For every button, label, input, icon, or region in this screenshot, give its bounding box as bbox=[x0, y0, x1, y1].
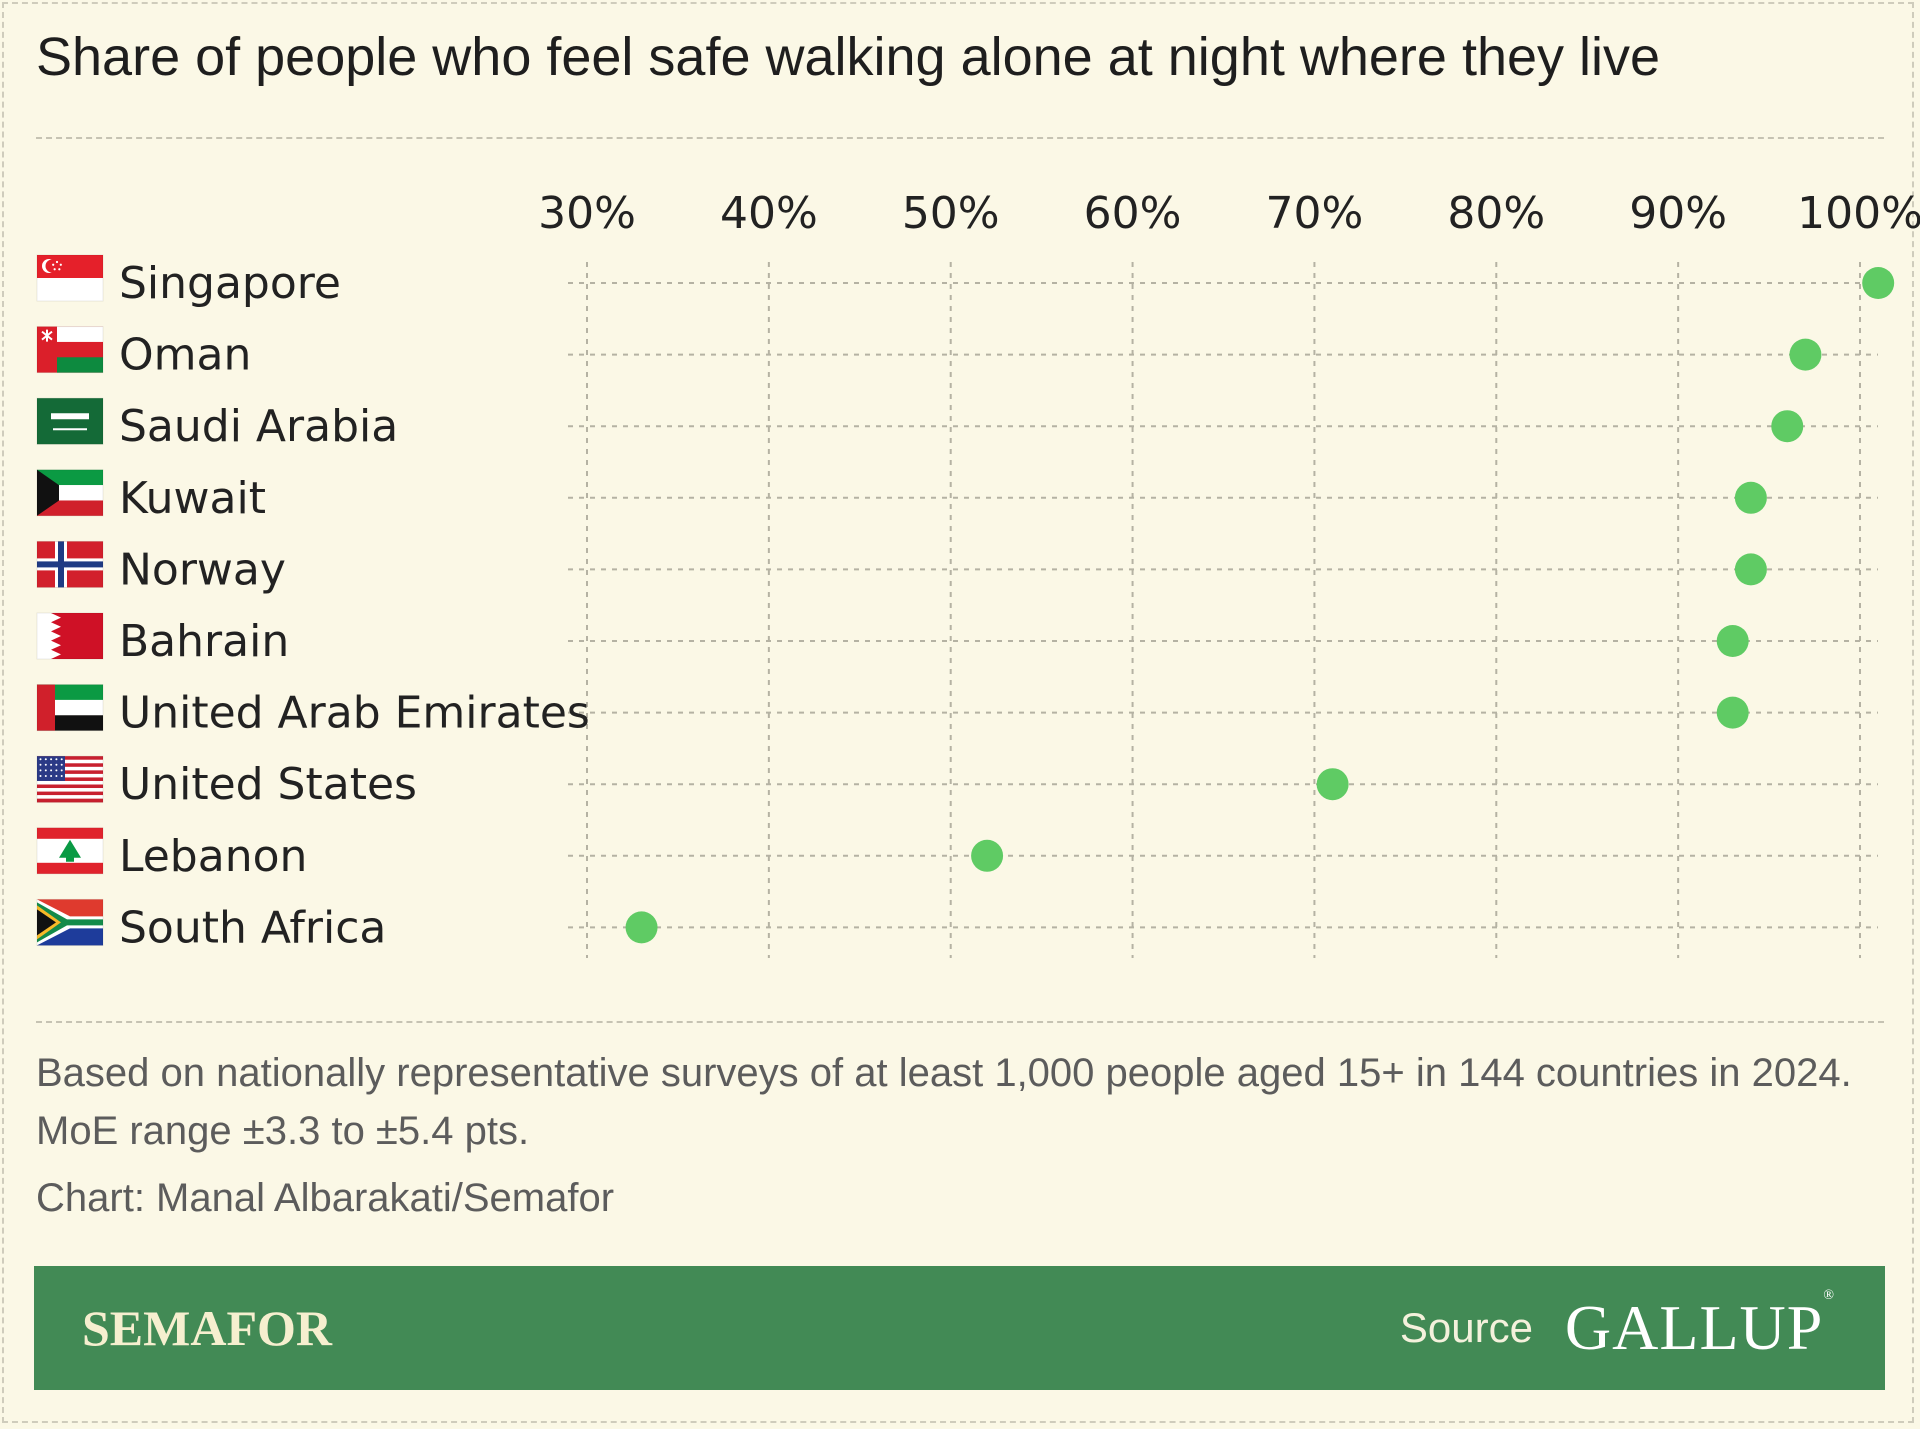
kuwait-flag-icon bbox=[36, 469, 104, 517]
oman-flag-icon bbox=[36, 326, 104, 374]
title-divider bbox=[36, 137, 1884, 139]
source-label: Source bbox=[1399, 1304, 1533, 1351]
data-point bbox=[625, 911, 658, 944]
data-point bbox=[1316, 768, 1349, 801]
data-point bbox=[971, 839, 1004, 872]
footer-bar: SEMAFOR Source GALLUP® bbox=[34, 1266, 1885, 1390]
norway-flag-icon bbox=[36, 540, 104, 588]
dot-plot-chart: 30% 40% 50% 60% 70% 80% 90% 100% Singapore Oman Sa… bbox=[36, 188, 1920, 958]
chart-credit: Chart: Manal Albarakati/Semafor bbox=[36, 1176, 615, 1220]
country-label: Bahrain bbox=[119, 616, 289, 667]
chart-title: Share of people who feel safe walking al… bbox=[36, 27, 1661, 87]
country-label: Saudi Arabia bbox=[119, 401, 398, 452]
methodology-note: Based on nationally representative surve… bbox=[36, 1051, 1852, 1153]
country-label: Oman bbox=[119, 330, 251, 381]
country-label: Kuwait bbox=[119, 473, 266, 524]
lebanon-flag-icon bbox=[36, 827, 104, 875]
data-point bbox=[1734, 481, 1767, 514]
x-tick-label: 70% bbox=[1266, 188, 1364, 239]
footer-divider bbox=[36, 1021, 1884, 1023]
country-label: Norway bbox=[119, 544, 286, 595]
south-africa-flag-icon bbox=[36, 898, 104, 946]
gallup-logo-text: GALLUP bbox=[1564, 1292, 1824, 1363]
country-label: South Africa bbox=[119, 902, 386, 953]
country-label: United States bbox=[119, 759, 417, 810]
data-point bbox=[1862, 267, 1895, 299]
data-point bbox=[1734, 553, 1767, 586]
data-point bbox=[1716, 625, 1749, 657]
x-tick-label: 60% bbox=[1084, 188, 1182, 239]
x-tick-label: 80% bbox=[1447, 188, 1545, 239]
gallup-logo: GALLUP® bbox=[1565, 1266, 1835, 1390]
x-tick-label: 100% bbox=[1797, 188, 1920, 239]
united-states-flag-icon bbox=[36, 755, 104, 803]
country-label: Singapore bbox=[119, 258, 341, 309]
uae-flag-icon bbox=[36, 684, 104, 732]
data-point bbox=[1716, 696, 1749, 729]
x-tick-label: 30% bbox=[538, 188, 636, 239]
country-label: Lebanon bbox=[119, 831, 307, 882]
x-tick-label: 90% bbox=[1629, 188, 1727, 239]
saudi-arabia-flag-icon bbox=[36, 397, 104, 445]
country-label: United Arab Emirates bbox=[119, 688, 590, 739]
data-point bbox=[1789, 338, 1822, 371]
x-tick-label: 50% bbox=[902, 188, 1000, 239]
registered-mark: ® bbox=[1823, 1288, 1835, 1303]
bahrain-flag-icon bbox=[36, 612, 104, 660]
x-tick-label: 40% bbox=[720, 188, 818, 239]
singapore-flag-icon bbox=[36, 254, 104, 302]
semafor-logo: SEMAFOR bbox=[82, 1300, 332, 1356]
data-point bbox=[1771, 410, 1804, 443]
